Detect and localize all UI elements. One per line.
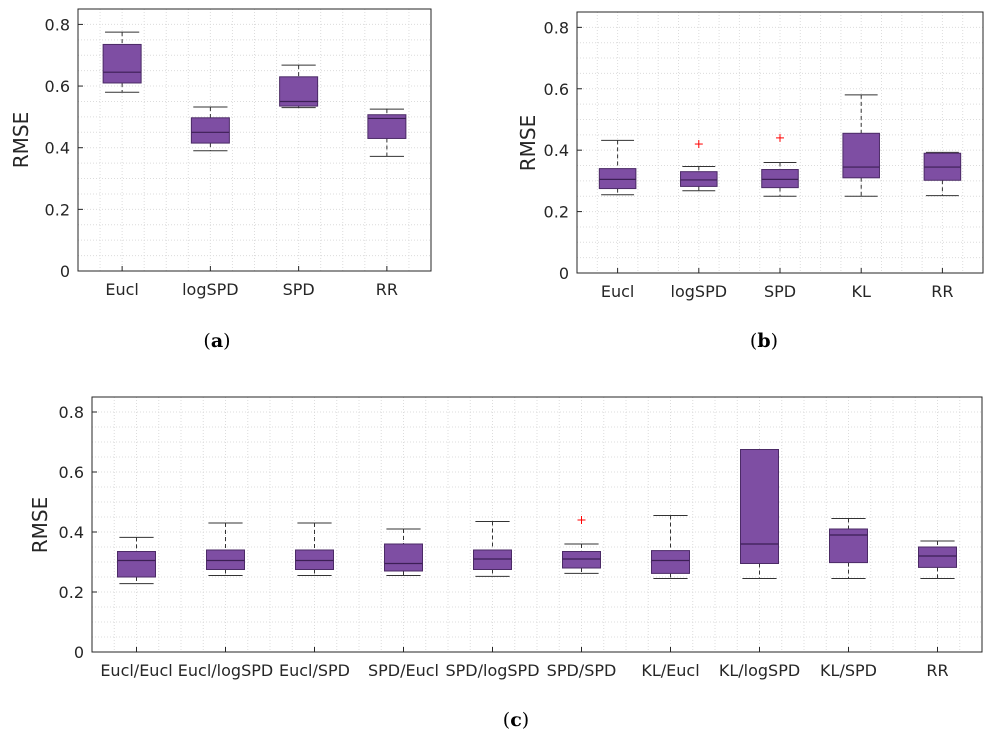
caption-letter: c: [510, 709, 522, 731]
y-tick-label: 0.8: [544, 18, 569, 37]
box-1: [680, 140, 718, 192]
box-2: [279, 64, 319, 109]
box-0: [117, 536, 156, 585]
y-tick-label: 0: [74, 643, 84, 662]
caption-letter: a: [211, 330, 223, 352]
panel-caption: (c): [503, 709, 529, 731]
box-6: [651, 515, 690, 579]
box-iqr: [562, 551, 601, 569]
outlier-marker: [694, 140, 703, 149]
x-tick-label: SPD/logSPD: [445, 661, 539, 680]
box-iqr: [117, 551, 156, 578]
box-4: [923, 151, 962, 197]
box-5: [562, 516, 601, 574]
x-tick-label: RR: [926, 661, 948, 680]
box-iqr: [473, 549, 512, 570]
y-tick-label: 0: [559, 264, 569, 283]
box-9: [918, 540, 957, 579]
box-8: [829, 518, 868, 579]
chart-panel-c: 0 0.2 0.4 0.6 0.8 RMSE Eucl/Eucl Eucl/logSPD Euc…: [28, 396, 983, 731]
box-7: [740, 449, 779, 579]
box-iqr: [918, 546, 957, 568]
y-tick-label: 0.2: [59, 583, 84, 602]
y-tick-label: 0.8: [45, 15, 70, 34]
box-iqr: [384, 543, 423, 572]
x-tick-label: Eucl/logSPD: [178, 661, 273, 680]
x-tick-label: Eucl/Eucl: [100, 661, 172, 680]
chart-panel-b: 0 0.2 0.4 0.6 0.8 RMSE Eucl logSPD SPD KL RR (b): [516, 11, 984, 352]
caption-letter: b: [757, 330, 770, 352]
box-iqr: [680, 171, 718, 187]
x-tick-label: KL: [851, 282, 870, 301]
panel-caption: (a): [203, 330, 230, 352]
box-iqr: [295, 549, 334, 570]
y-tick-label: 0.6: [45, 77, 70, 96]
y-tick-label: 0.6: [59, 463, 84, 482]
y-axis-label: RMSE: [9, 112, 33, 168]
x-tick-label: Eucl: [105, 280, 139, 299]
box-iqr: [740, 449, 779, 564]
box-3: [384, 528, 423, 576]
box-2: [761, 133, 799, 197]
plot-frame: [91, 396, 983, 653]
x-tick-label: KL/logSPD: [719, 661, 800, 680]
box-2: [295, 522, 334, 576]
x-tick-label: SPD: [283, 280, 315, 299]
x-tick-label: logSPD: [182, 280, 239, 299]
x-tick-label: logSPD: [671, 282, 728, 301]
y-axis-label: RMSE: [516, 115, 540, 171]
box-4: [473, 521, 512, 577]
box-iqr: [842, 132, 880, 179]
box-iqr: [367, 114, 407, 139]
y-tick-label: 0.4: [45, 139, 70, 158]
y-tick-label: 0.8: [59, 403, 84, 422]
y-tick-label: 0: [60, 262, 70, 281]
y-tick-label: 0.4: [544, 141, 569, 160]
x-tick-label: KL/SPD: [820, 661, 877, 680]
x-tick-label: SPD/Eucl: [368, 661, 439, 680]
box-1: [206, 522, 245, 576]
outlier-marker: [776, 133, 784, 142]
y-tick-label: 0.2: [45, 200, 70, 219]
box-3: [842, 94, 880, 197]
x-tick-label: Eucl/SPD: [279, 661, 350, 680]
box-iqr: [761, 169, 799, 189]
box-iqr: [651, 550, 690, 574]
box-iqr: [598, 168, 637, 190]
box-0: [102, 31, 142, 93]
panel-caption: (b): [750, 330, 778, 352]
box-iqr: [102, 43, 142, 84]
x-tick-label: Eucl: [601, 282, 635, 301]
x-tick-label: RR: [376, 280, 398, 299]
box-iqr: [829, 528, 868, 564]
x-tick-label: KL/Eucl: [641, 661, 699, 680]
y-tick-label: 0.6: [544, 80, 569, 99]
box-iqr: [206, 549, 245, 570]
outlier-marker: [577, 516, 586, 524]
y-axis-label: RMSE: [28, 497, 52, 553]
plot-frame: [77, 8, 432, 272]
box-0: [598, 139, 637, 196]
chart-panel-a: 0 0.2 0.4 0.6 0.8 RMSE Eucl logSPD SPD RR (a): [9, 8, 432, 352]
y-tick-label: 0.2: [544, 203, 569, 222]
x-tick-label: SPD/SPD: [547, 661, 617, 680]
x-tick-label: RR: [931, 282, 953, 301]
box-1: [190, 106, 230, 152]
box-iqr: [190, 117, 230, 144]
box-3: [367, 108, 407, 157]
grid: [576, 11, 984, 274]
y-tick-label: 0.4: [59, 523, 84, 542]
x-tick-label: SPD: [764, 282, 796, 301]
